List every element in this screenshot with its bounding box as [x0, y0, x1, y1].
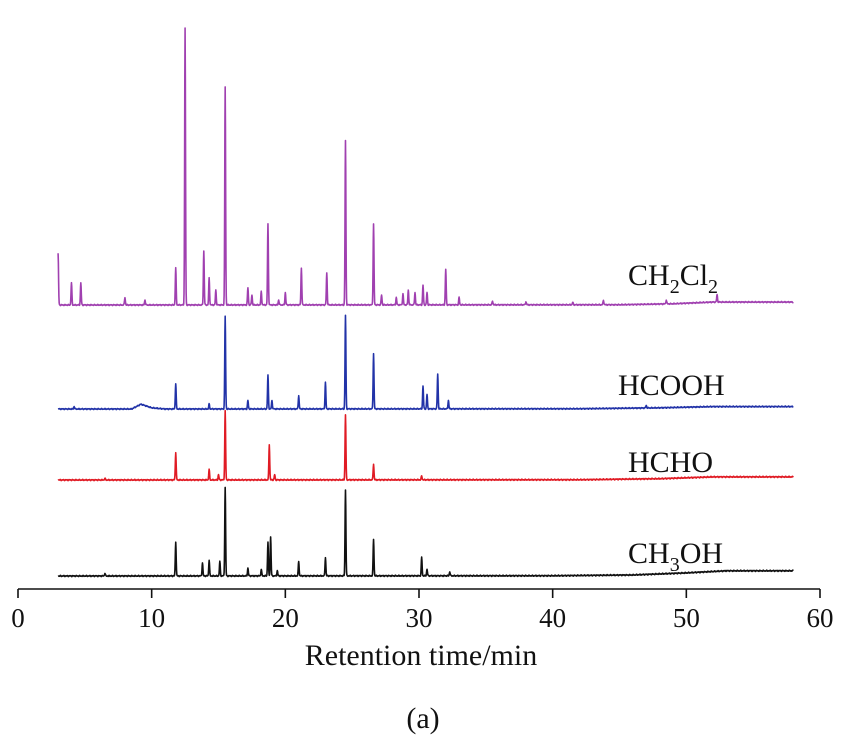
series-line-ch3oh	[57, 486, 794, 578]
series-label-hcooh: HCOOH	[618, 369, 725, 402]
x-axis-ticks: 0 10 20 30 40 50 60	[11, 589, 834, 633]
x-tick-label: 20	[272, 603, 299, 633]
series-label-ch2cl2: CH2Cl2	[628, 259, 718, 298]
x-tick-label: 50	[673, 603, 700, 633]
x-tick-label: 10	[138, 603, 165, 633]
series-label-ch3oh: CH3OH	[628, 537, 723, 576]
figure-caption: (a)	[406, 702, 439, 735]
x-tick-label: 0	[11, 603, 25, 633]
series-labels: CH3OH HCHO HCOOH CH2Cl2	[618, 259, 725, 576]
series-line-hcho	[57, 409, 794, 482]
x-tick-label: 30	[406, 603, 433, 633]
x-tick-label: 40	[539, 603, 566, 633]
x-axis-title: Retention time/min	[305, 639, 537, 672]
series-line-hcooh	[57, 314, 794, 411]
series-line-ch2cl2	[57, 27, 794, 307]
chromatogram-traces	[57, 27, 794, 578]
series-label-hcho: HCHO	[628, 446, 713, 479]
x-tick-label: 60	[807, 603, 834, 633]
x-axis: 0 10 20 30 40 50 60	[11, 588, 834, 633]
